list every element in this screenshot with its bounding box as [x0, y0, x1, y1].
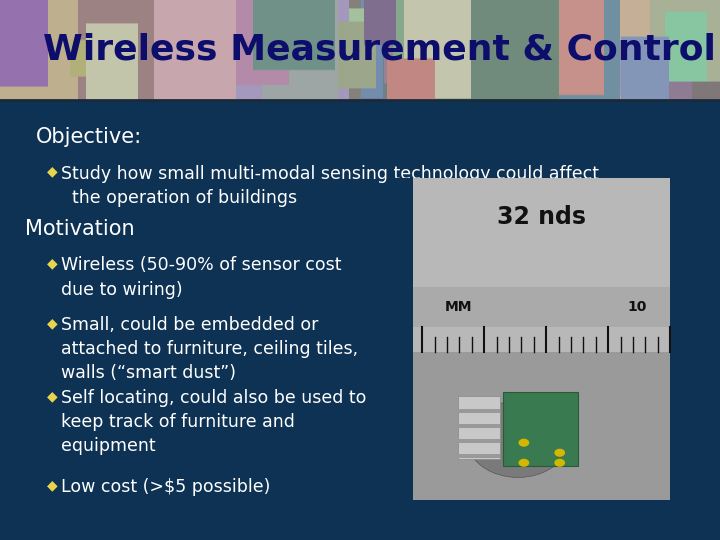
Bar — [413, 178, 670, 352]
Bar — [392, 178, 691, 513]
Circle shape — [554, 449, 565, 457]
Text: ◆: ◆ — [47, 316, 58, 330]
Text: MM: MM — [444, 300, 472, 314]
Text: Study how small multi-modal sensing technology could affect
  the operation of b: Study how small multi-modal sensing tech… — [61, 165, 599, 207]
Bar — [458, 409, 500, 413]
Bar — [458, 423, 500, 428]
Circle shape — [554, 459, 565, 467]
Bar — [413, 352, 670, 500]
Bar — [458, 454, 500, 458]
Text: Motivation: Motivation — [25, 219, 135, 239]
Bar — [458, 438, 500, 443]
Text: ◆: ◆ — [47, 389, 58, 403]
Text: Low cost (>$5 possible): Low cost (>$5 possible) — [61, 478, 271, 496]
Text: Objective:: Objective: — [36, 127, 142, 147]
Text: ◆: ◆ — [47, 256, 58, 271]
Text: ◆: ◆ — [47, 478, 58, 492]
Text: 32 nds: 32 nds — [498, 205, 586, 229]
Text: Small, could be embedded or
attached to furniture, ceiling tiles,
walls (“smart : Small, could be embedded or attached to … — [61, 316, 359, 382]
Text: Wireless (50-90% of sensor cost
due to wiring): Wireless (50-90% of sensor cost due to w… — [61, 256, 342, 299]
Bar — [458, 396, 500, 460]
Text: Self locating, could also be used to
keep track of furniture and
equipment: Self locating, could also be used to kee… — [61, 389, 366, 455]
Circle shape — [467, 401, 569, 477]
Circle shape — [518, 459, 529, 467]
Text: ◆: ◆ — [47, 165, 58, 179]
Bar — [413, 287, 670, 327]
Text: 10: 10 — [628, 300, 647, 314]
Circle shape — [518, 438, 529, 447]
Text: Wireless Measurement & Control: Wireless Measurement & Control — [43, 33, 716, 67]
Bar — [503, 393, 577, 466]
